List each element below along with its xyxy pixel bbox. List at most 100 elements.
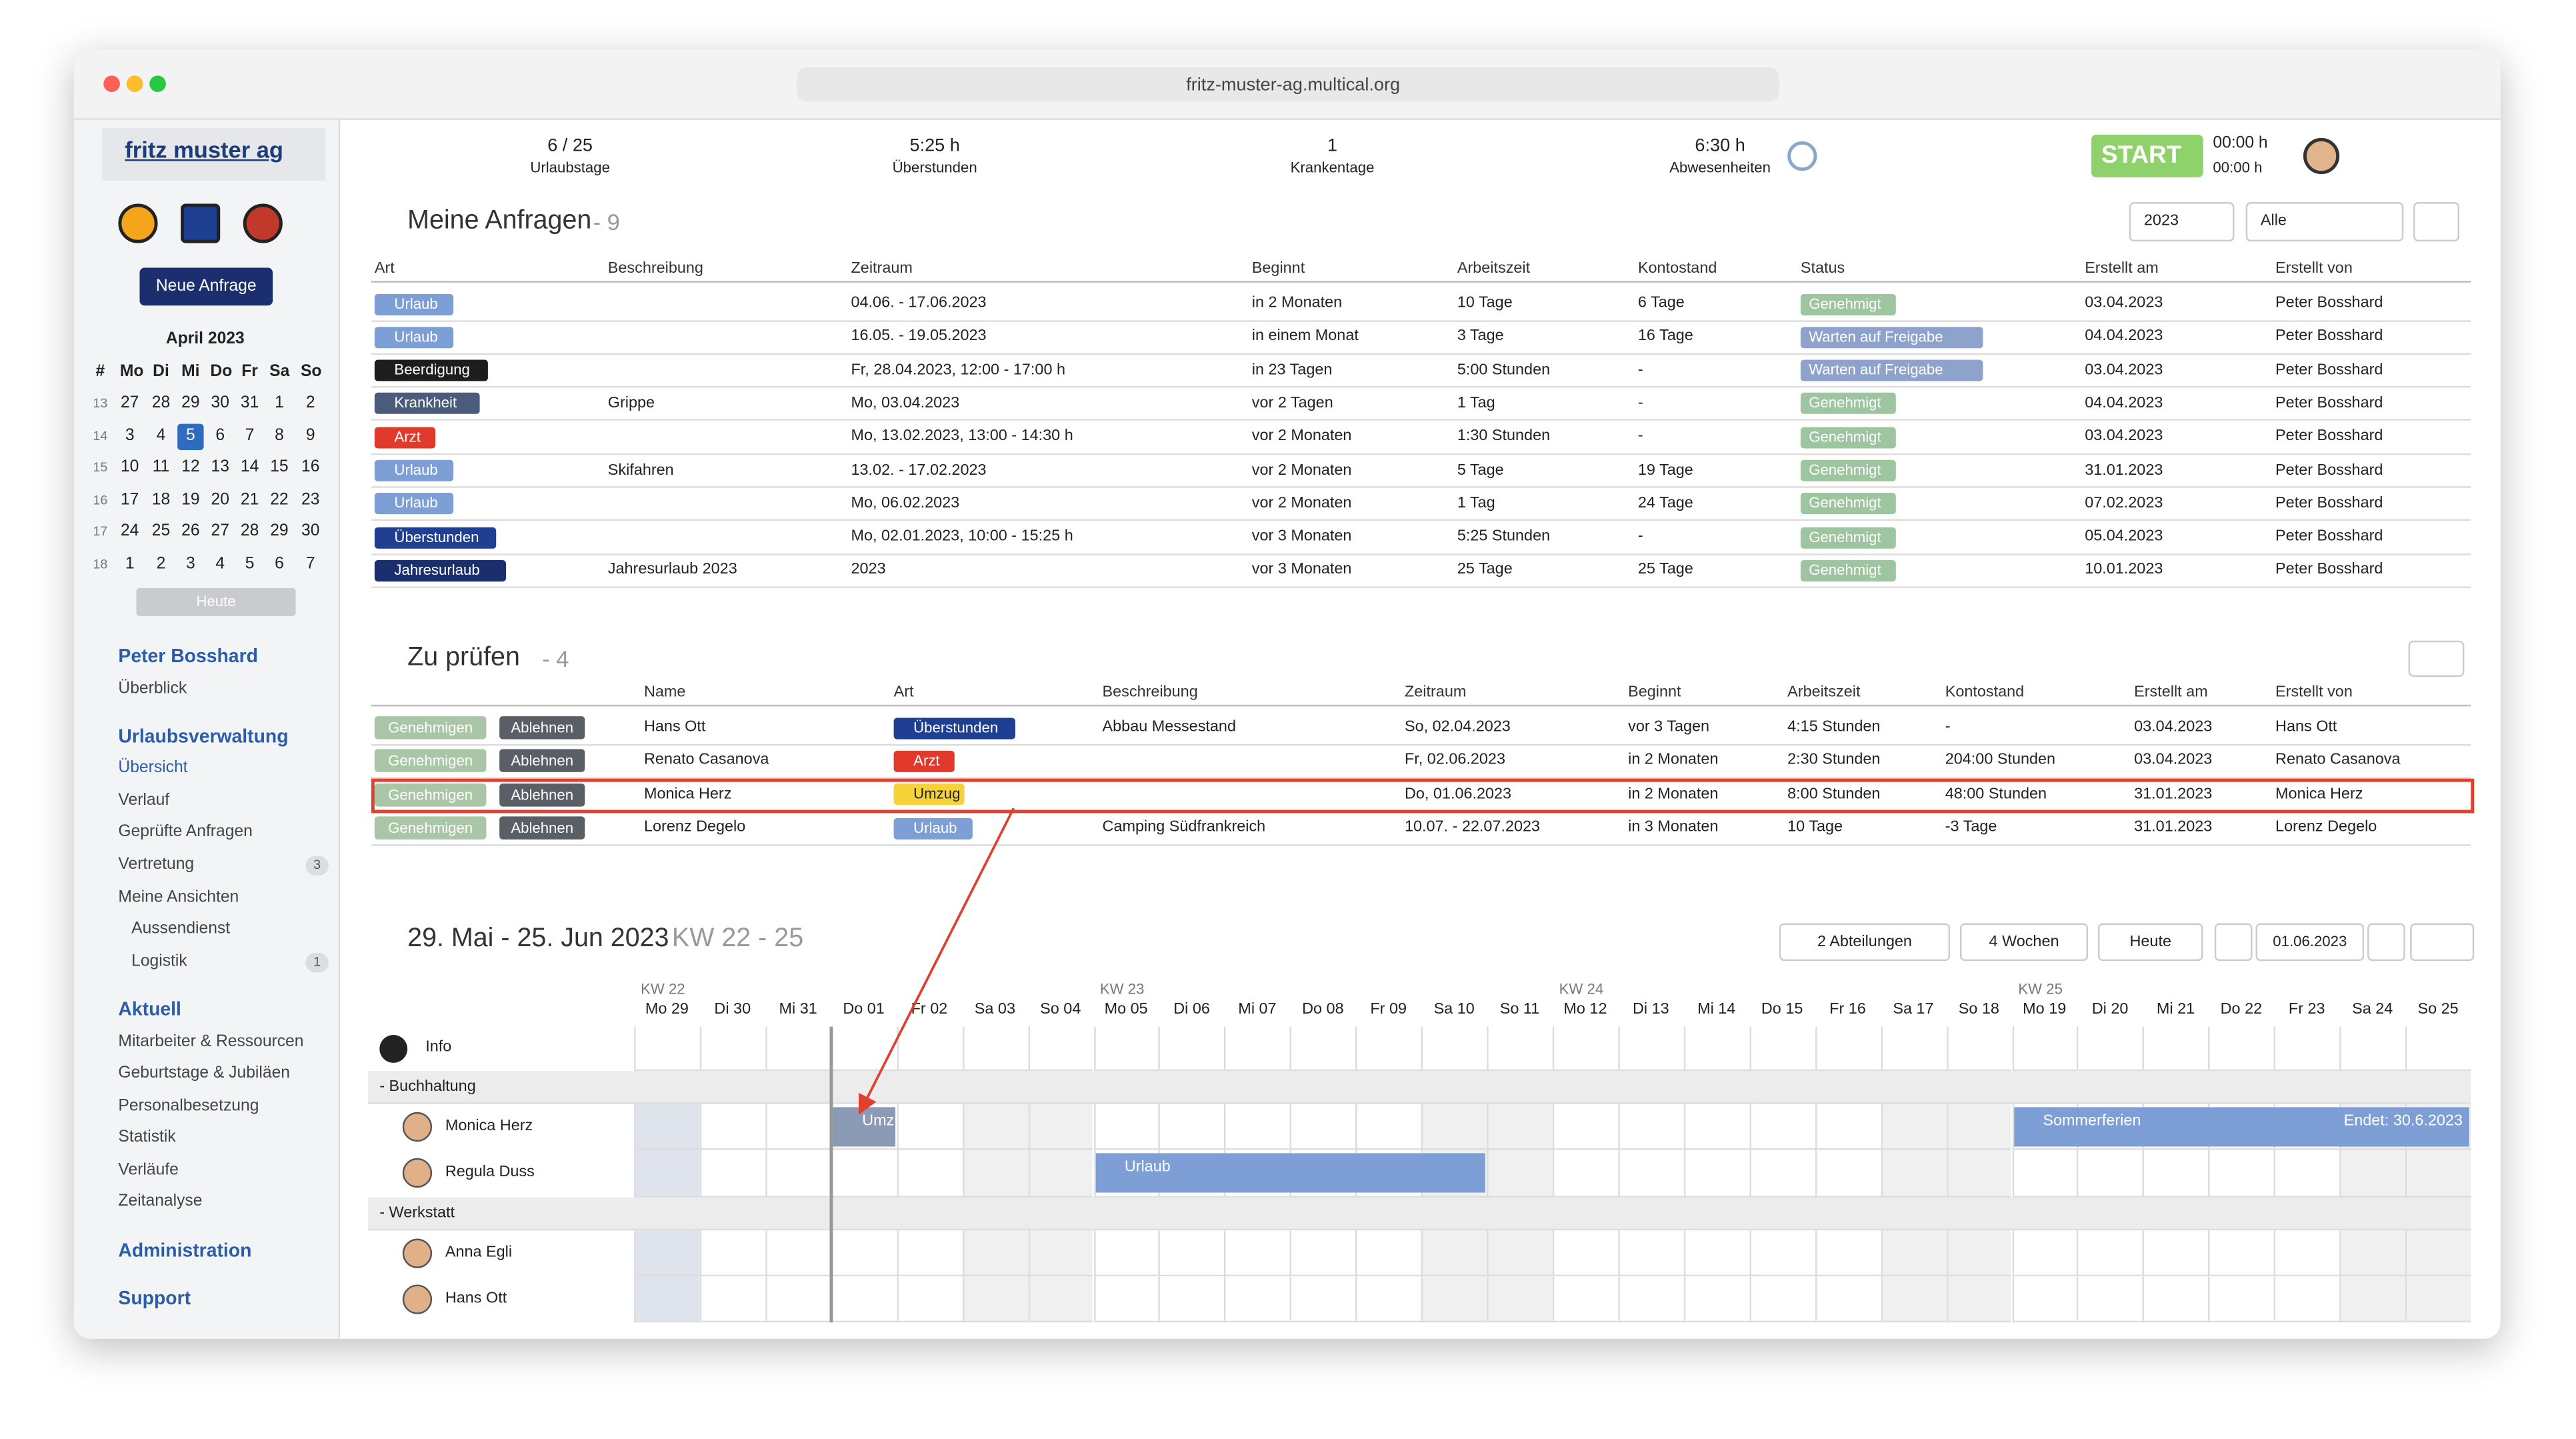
menu-item[interactable]: Aktuell: [118, 1000, 181, 1020]
app-icon[interactable]: [118, 203, 158, 243]
calendar-day[interactable]: 17: [120, 490, 139, 509]
menu-item[interactable]: Peter Bosshard: [118, 647, 258, 667]
calendar-weekday: So: [300, 363, 322, 381]
calendar-day[interactable]: 23: [301, 490, 320, 509]
filter-select[interactable]: Alle: [2245, 202, 2404, 242]
day-cell: [1552, 1150, 1619, 1198]
calendar-day[interactable]: 4: [215, 554, 225, 573]
planner-button[interactable]: 4 Wochen: [1959, 923, 2089, 962]
calendar-day[interactable]: 16: [301, 458, 320, 477]
calendar-day[interactable]: 26: [181, 522, 200, 541]
reject-button[interactable]: Ablehnen: [499, 716, 585, 740]
app-icon[interactable]: [181, 203, 221, 243]
avatar: [402, 1112, 433, 1142]
calendar-day[interactable]: 24: [120, 522, 139, 541]
calendar-day[interactable]: 30: [301, 522, 320, 541]
calendar-day[interactable]: 18: [151, 490, 171, 509]
menu-item[interactable]: Logistik: [131, 952, 187, 971]
menu-item[interactable]: Überblick: [118, 679, 187, 698]
menu-item[interactable]: Statistik: [118, 1128, 176, 1147]
prev-button[interactable]: [2214, 923, 2253, 962]
menu-item[interactable]: Urlaubsverwaltung: [118, 728, 289, 748]
calendar-day[interactable]: 28: [151, 394, 171, 413]
calendar-day[interactable]: 5: [245, 554, 255, 573]
menu-item[interactable]: Administration: [118, 1242, 252, 1262]
calendar-day[interactable]: 6: [215, 426, 225, 445]
approve-button[interactable]: Genehmigen: [374, 750, 487, 773]
next-button[interactable]: [2367, 923, 2405, 962]
calendar-day[interactable]: 27: [120, 394, 139, 413]
menu-item[interactable]: Personalbesetzung: [118, 1097, 259, 1116]
calendar-day[interactable]: 25: [151, 522, 171, 541]
calendar-day[interactable]: 7: [305, 554, 315, 573]
calendar-day[interactable]: 14: [240, 458, 259, 477]
calendar-day[interactable]: 3: [186, 554, 195, 573]
menu-item[interactable]: Vertretung: [118, 856, 195, 874]
approve-button[interactable]: Genehmigen: [374, 816, 487, 840]
calendar-entry[interactable]: Urlaub: [1095, 1153, 1485, 1193]
reject-button[interactable]: Ablehnen: [499, 750, 585, 773]
year-select[interactable]: 2023: [2129, 202, 2235, 242]
calendar-entry[interactable]: Sommerferien Endet: 30.6.2023: [2013, 1107, 2469, 1147]
calendar-day[interactable]: 28: [240, 522, 259, 541]
add-button[interactable]: [2413, 202, 2460, 242]
today-button[interactable]: Heute: [136, 587, 296, 616]
calendar-day[interactable]: 29: [181, 394, 200, 413]
calendar-day[interactable]: 20: [211, 490, 229, 509]
date-field[interactable]: 01.06.2023: [2255, 923, 2365, 962]
calendar-day[interactable]: 11: [152, 458, 170, 477]
address-bar[interactable]: [797, 67, 1779, 102]
menu-item[interactable]: Verläufe: [118, 1161, 179, 1180]
app-icon[interactable]: [243, 203, 283, 243]
calendar-day[interactable]: 5: [186, 426, 195, 445]
day-cell: [1749, 1104, 1815, 1150]
window-button[interactable]: [126, 75, 143, 92]
calendar-day[interactable]: 21: [240, 490, 259, 509]
calendar-day[interactable]: 2: [305, 394, 315, 413]
calendar-day[interactable]: 19: [181, 490, 200, 509]
approve-button[interactable]: Genehmigen: [374, 716, 487, 740]
calendar-day[interactable]: 3: [125, 426, 135, 445]
menu-item[interactable]: Geprüfte Anfragen: [118, 823, 253, 842]
calendar-day[interactable]: 30: [211, 394, 229, 413]
planner-button[interactable]: 2 Abteilungen: [1779, 923, 1951, 962]
reject-button[interactable]: Ablehnen: [499, 816, 585, 840]
approve-button[interactable]: Genehmigen: [374, 783, 487, 807]
calendar-day[interactable]: 22: [270, 490, 289, 509]
menu-item[interactable]: Aussendienst: [131, 920, 231, 938]
calendar-day[interactable]: 4: [156, 426, 166, 445]
calendar-day[interactable]: 12: [181, 458, 200, 477]
reject-button[interactable]: Ablehnen: [499, 783, 585, 807]
menu-item[interactable]: Meine Ansichten: [118, 888, 239, 907]
calendar-day[interactable]: 13: [211, 458, 229, 477]
calendar-day[interactable]: 15: [270, 458, 289, 477]
day-cell: [1946, 1104, 2012, 1150]
calendar-day[interactable]: 27: [211, 522, 229, 541]
planner-button[interactable]: Heute: [2097, 923, 2203, 962]
calendar-day[interactable]: 2: [156, 554, 166, 573]
stat-icon: [1787, 141, 1817, 171]
window-button[interactable]: [103, 75, 120, 92]
settings-button[interactable]: [2410, 923, 2475, 962]
menu-item[interactable]: Mitarbeiter & Ressourcen: [118, 1033, 304, 1052]
calendar-day[interactable]: 10: [120, 458, 139, 477]
calendar-day[interactable]: 31: [240, 394, 259, 413]
calendar-day[interactable]: 29: [270, 522, 289, 541]
calendar-day[interactable]: 9: [305, 426, 315, 445]
day-label: Mo 29: [645, 1000, 689, 1019]
calendar-day[interactable]: 6: [275, 554, 284, 573]
menu-item[interactable]: Übersicht: [118, 759, 188, 778]
window-button[interactable]: [149, 75, 166, 92]
start-button[interactable]: START: [2091, 135, 2203, 178]
calendar-day[interactable]: 7: [245, 426, 255, 445]
new-request-button[interactable]: Neue Anfrage: [139, 267, 273, 306]
calendar-day[interactable]: 8: [275, 426, 284, 445]
calendar-day[interactable]: 1: [125, 554, 135, 573]
menu-item[interactable]: Zeitanalyse: [118, 1192, 203, 1211]
calendar-entry[interactable]: Umzug: [832, 1107, 895, 1147]
calendar-day[interactable]: 1: [275, 394, 284, 413]
menu-item[interactable]: Geburtstage & Jubiläen: [118, 1064, 290, 1083]
menu-item[interactable]: Verlauf: [118, 792, 170, 810]
menu-item[interactable]: Support: [118, 1289, 191, 1310]
settings-button[interactable]: [2408, 640, 2465, 677]
